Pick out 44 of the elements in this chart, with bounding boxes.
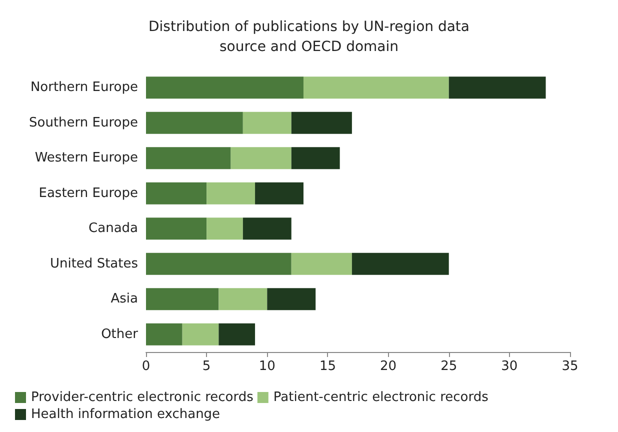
bar [146, 288, 219, 310]
x-tick-label: 35 [562, 359, 578, 374]
bar [448, 76, 546, 99]
y-tick-label: Asia [110, 292, 138, 307]
y-tick-label: Eastern Europe [38, 186, 138, 201]
bar [206, 182, 256, 204]
bar [146, 76, 304, 99]
bar [218, 323, 256, 346]
x-tick-label: 20 [380, 359, 397, 374]
bar [291, 147, 340, 170]
bar [303, 76, 449, 99]
y-tick-label: Western Europe [34, 150, 138, 166]
bar [352, 252, 449, 275]
y-tick-label: Northern Europe [30, 80, 138, 96]
legend-label: Patient-centric electronic records [273, 390, 489, 405]
bar [146, 252, 292, 275]
y-tick-label: Southern Europe [29, 115, 138, 130]
bar [242, 112, 292, 134]
legend-label: Health information exchange [31, 407, 220, 422]
bar [255, 182, 304, 204]
y-tick-label: United States [50, 256, 138, 272]
chart-title: Distribution of publications by UN-region data source and OECD domain [148, 19, 470, 55]
bar [146, 147, 231, 170]
y-tick-label: Canada [88, 221, 138, 236]
x-tick-label: 30 [501, 359, 518, 374]
bar [146, 218, 207, 240]
bar [182, 323, 219, 346]
bar [146, 323, 182, 346]
bar [218, 288, 268, 310]
bar [230, 147, 292, 170]
bar [146, 112, 243, 134]
bar [291, 252, 352, 275]
bar [291, 112, 352, 134]
x-tick-label: 10 [258, 359, 276, 374]
bar [146, 182, 207, 204]
x-tick-label: 5 [202, 359, 211, 374]
bar [267, 288, 316, 310]
bar [242, 218, 292, 240]
bar [206, 218, 243, 240]
x-tick-label: 0 [142, 359, 150, 374]
x-tick-label: 25 [440, 359, 458, 374]
legend-label: Provider-centric electronic records [31, 390, 254, 405]
y-tick-label: Other [101, 326, 139, 342]
x-tick-label: 15 [319, 359, 336, 374]
